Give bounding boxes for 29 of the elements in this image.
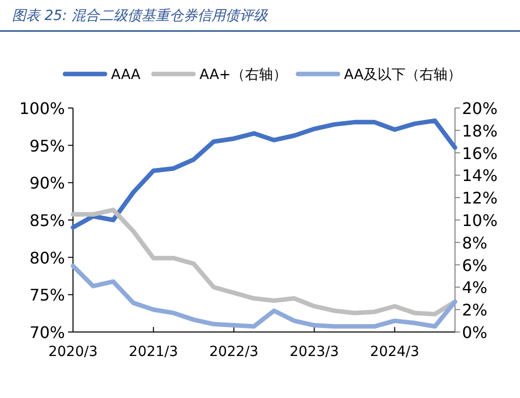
y2-tick-label: 0% <box>462 323 488 342</box>
legend-label: AAA <box>111 67 141 83</box>
x-tick-label: 2020/3 <box>48 344 98 360</box>
y2-tick-label: 12% <box>462 188 498 208</box>
x-tick-label: 2024/3 <box>370 344 420 360</box>
x-tick-label: 2023/3 <box>290 344 339 360</box>
legend-label: AA及以下（右轴） <box>344 67 462 83</box>
y-tick-label: 70% <box>29 323 65 342</box>
line-series <box>70 118 458 230</box>
line-series <box>70 264 458 329</box>
y2-tick-label: 14% <box>462 166 498 186</box>
x-tick-label: 2021/3 <box>128 344 178 360</box>
y2-tick-label: 16% <box>462 144 498 163</box>
y2-tick-label: 10% <box>462 211 498 230</box>
y-tick-label: 95% <box>29 136 65 156</box>
y2-tick-label: 6% <box>462 256 488 275</box>
y-tick-label: 85% <box>29 211 65 230</box>
y-tick-label: 100% <box>19 99 65 118</box>
chart-title: 图表 25: 混合二级债基重仓券信用债评级 <box>12 8 268 24</box>
y2-tick-label: 2% <box>462 300 488 320</box>
legend-label: AA+（右轴） <box>200 67 287 83</box>
y-tick-label: 90% <box>29 174 65 193</box>
y-tick-label: 75% <box>29 286 65 305</box>
y2-tick-label: 4% <box>462 278 488 298</box>
x-tick-label: 2022/3 <box>209 344 258 360</box>
y-tick-label: 80% <box>29 248 65 268</box>
y2-tick-label: 20% <box>462 99 498 118</box>
y2-tick-label: 8% <box>462 233 488 252</box>
y2-tick-label: 18% <box>462 121 498 140</box>
